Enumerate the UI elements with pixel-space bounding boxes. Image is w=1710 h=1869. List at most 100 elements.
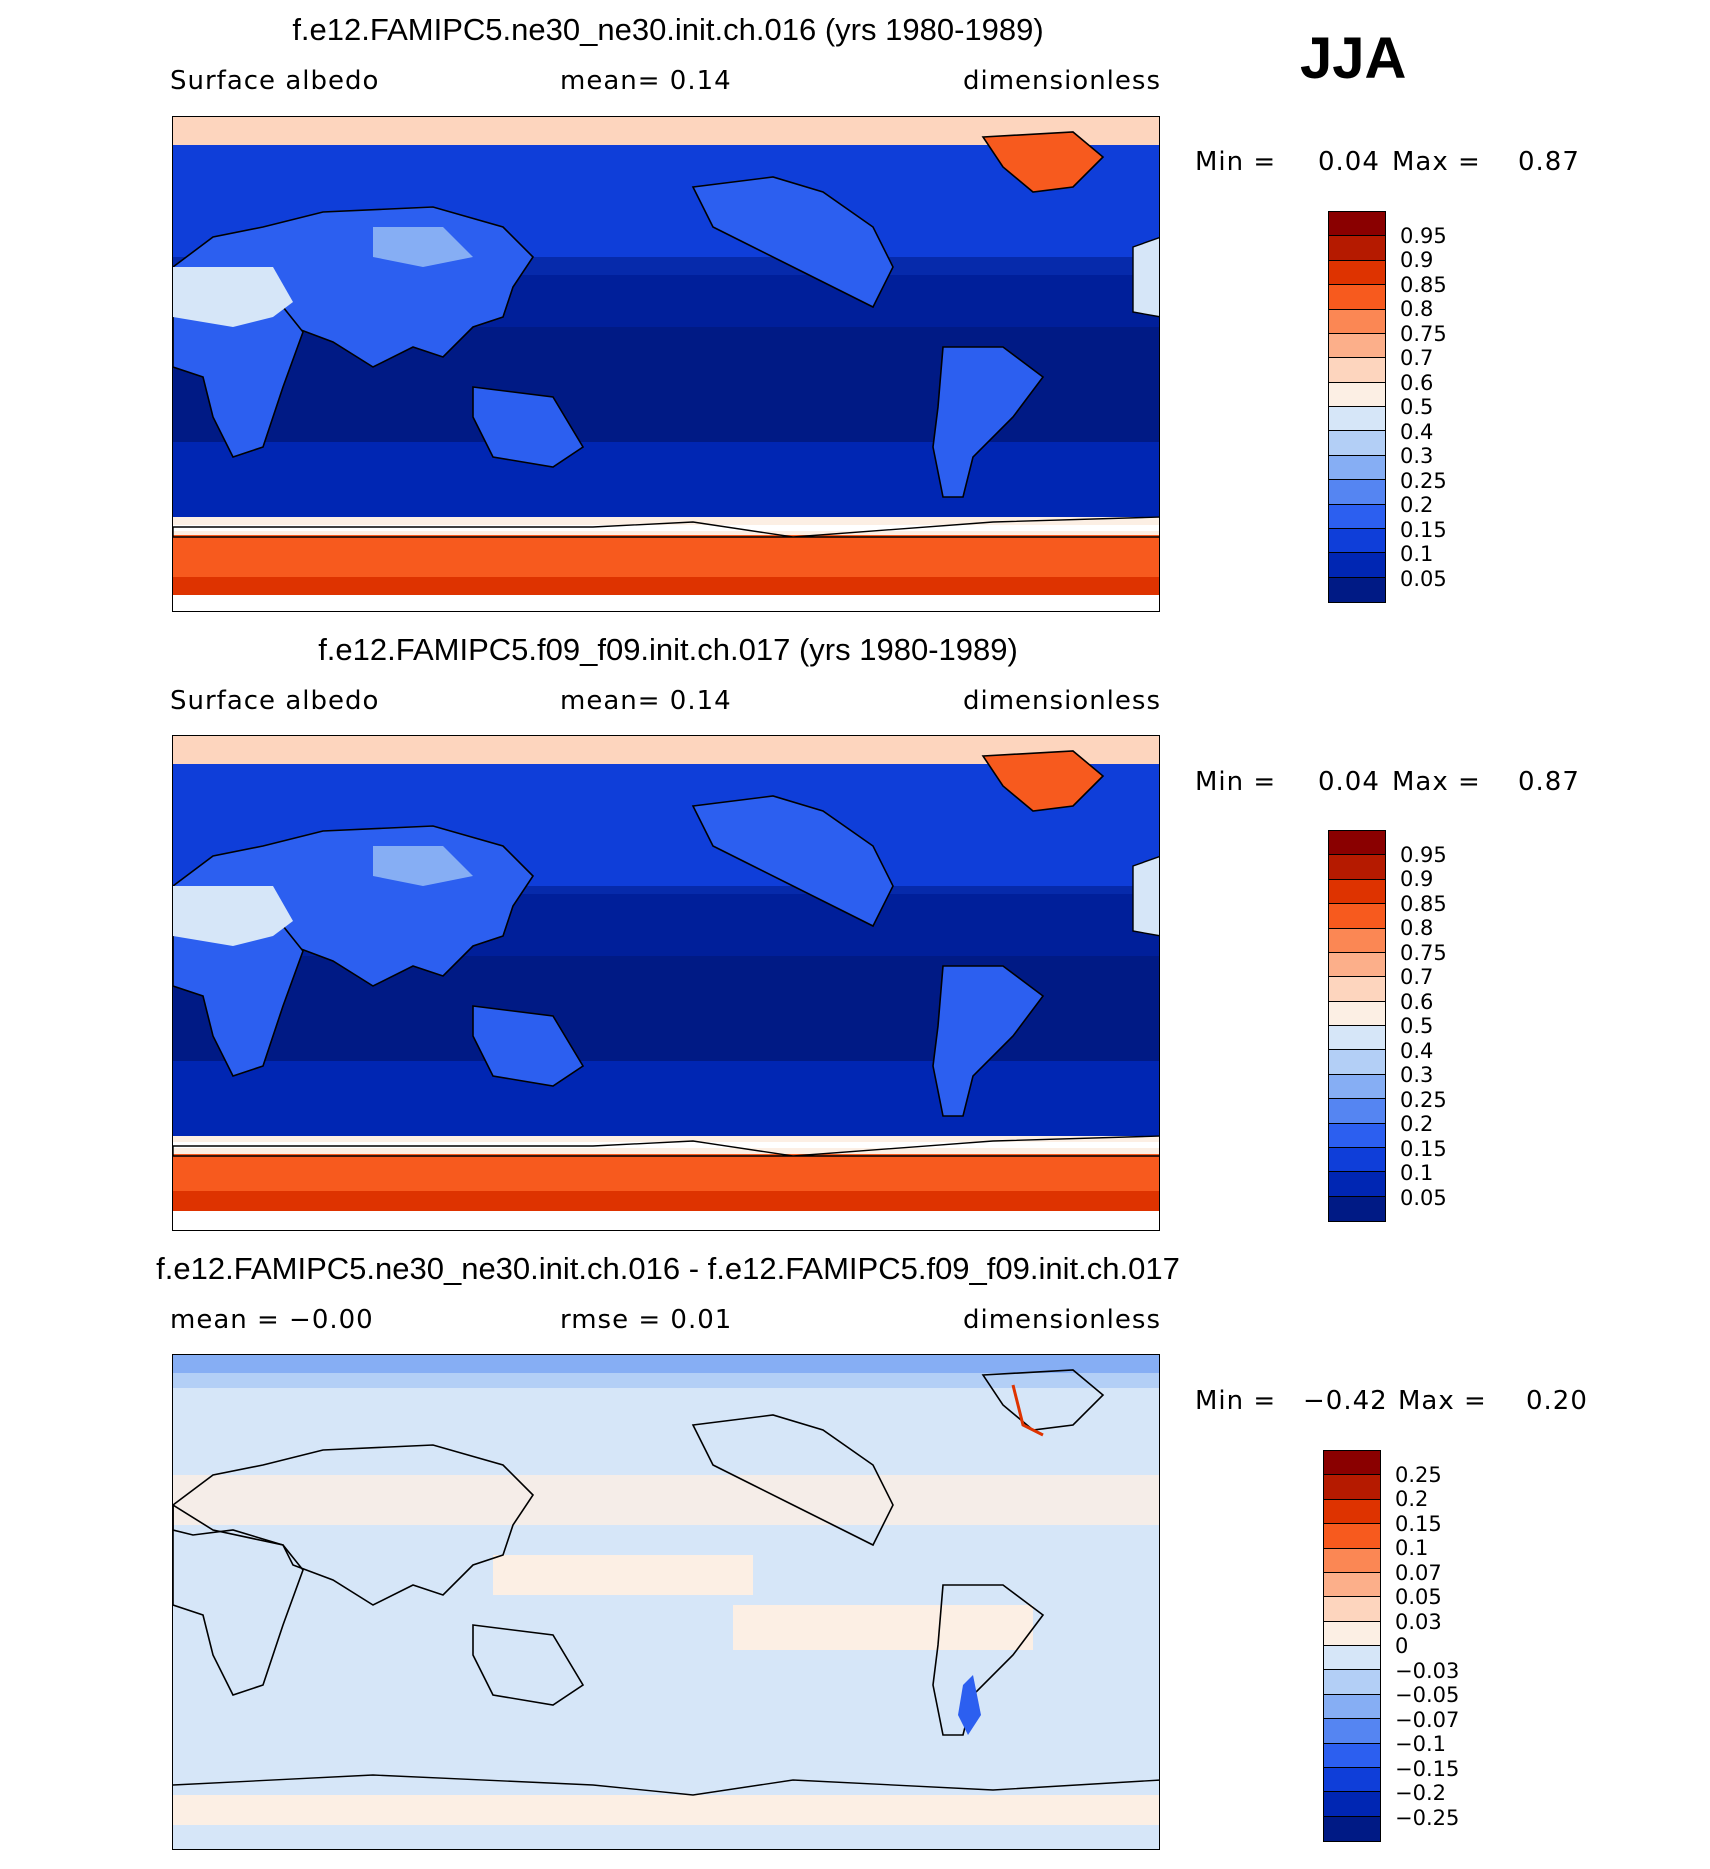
colorbar-tick-label: −0.2 — [1395, 1781, 1446, 1805]
colorbar-segment — [1329, 1196, 1385, 1221]
colorbar-tick-label: 0.1 — [1400, 542, 1434, 566]
colorbar-segment — [1329, 1026, 1385, 1051]
panel-2-variable-label: Surface albedo — [170, 686, 380, 716]
colorbar-tick-label: 0.1 — [1400, 1161, 1434, 1185]
colorbar-segment — [1329, 309, 1385, 334]
colorbar-tick-label: 0.25 — [1395, 1462, 1442, 1487]
panel-2-max-label: Max = — [1392, 767, 1481, 797]
colorbar-segment — [1324, 1670, 1380, 1695]
colorbar-segment — [1329, 577, 1385, 602]
colorbar-segment — [1329, 879, 1385, 905]
colorbar-tick-label: 0 — [1395, 1634, 1409, 1658]
colorbar-tick-label: 0.6 — [1400, 989, 1434, 1014]
colorbar-segment — [1329, 1172, 1385, 1197]
panel-2-title: f.e12.FAMIPC5.f09_f09.init.ch.017 (yrs 1… — [318, 632, 1018, 667]
albedo-map-ne30-graphic — [173, 117, 1159, 611]
albedo-difference-map-graphic — [173, 1355, 1159, 1849]
colorbar-tick-label: −0.25 — [1395, 1805, 1460, 1830]
colorbar-segment — [1329, 977, 1385, 1002]
colorbar-tick-label: −0.15 — [1395, 1756, 1460, 1781]
colorbar-segment — [1329, 1147, 1385, 1173]
panel-2-max-value: 0.87 — [1518, 767, 1580, 797]
colorbar-segment — [1329, 952, 1385, 978]
colorbar-segment — [1329, 1099, 1385, 1124]
colorbar-tick-label: 0.85 — [1400, 891, 1447, 916]
albedo-map-f09 — [172, 735, 1160, 1231]
panel-2-units-label: dimensionless — [963, 686, 1161, 716]
colorbar-tick-label: 0.3 — [1400, 444, 1434, 468]
albedo-difference-map — [172, 1354, 1160, 1850]
colorbar-segment — [1329, 236, 1385, 261]
colorbar-tick-label: 0.7 — [1400, 346, 1434, 370]
panel-3-min-value: −0.42 — [1303, 1386, 1388, 1416]
colorbar-tick-label: 0.95 — [1400, 223, 1447, 248]
colorbar-segment — [1329, 382, 1385, 407]
panel-1-min-value: 0.04 — [1318, 147, 1380, 177]
colorbar-tick-label: 0.85 — [1400, 272, 1447, 297]
colorbar-segment — [1329, 553, 1385, 578]
colorbar-tick-label: 0.3 — [1400, 1063, 1434, 1087]
colorbar-segment — [1324, 1451, 1380, 1476]
colorbar-tick-label: 0.05 — [1395, 1585, 1442, 1609]
colorbar-tick-label: 0.25 — [1400, 1087, 1447, 1112]
panel-3-min-label: Min = — [1195, 1386, 1277, 1416]
panel-1-mean-label: mean= 0.14 — [560, 66, 732, 96]
colorbar-segment — [1324, 1767, 1380, 1793]
colorbar-segment — [1329, 831, 1385, 856]
colorbar-tick-label: 0.8 — [1400, 297, 1434, 321]
colorbar-tick-label: 0.5 — [1400, 395, 1434, 419]
colorbar-tick-label: 0.2 — [1395, 1487, 1429, 1511]
panel-1-colorbar — [1328, 211, 1386, 603]
panel-3-max-value: 0.20 — [1526, 1386, 1588, 1416]
colorbar-tick-label: −0.07 — [1395, 1707, 1460, 1732]
panel-1-variable-label: Surface albedo — [170, 66, 380, 96]
colorbar-segment — [1324, 1475, 1380, 1500]
panel-2-min-value: 0.04 — [1318, 767, 1380, 797]
panel-1-title: f.e12.FAMIPC5.ne30_ne30.init.ch.016 (yrs… — [292, 12, 1044, 47]
colorbar-segment — [1324, 1743, 1380, 1768]
colorbar-segment — [1324, 1499, 1380, 1525]
colorbar-segment — [1329, 1074, 1385, 1100]
colorbar-segment — [1324, 1548, 1380, 1573]
colorbar-segment — [1324, 1719, 1380, 1744]
colorbar-tick-label: 0.2 — [1400, 1112, 1434, 1136]
colorbar-segment — [1329, 358, 1385, 383]
colorbar-segment — [1329, 1123, 1385, 1148]
colorbar-segment — [1324, 1792, 1380, 1817]
panel-2-colorbar — [1328, 830, 1386, 1222]
colorbar-segment — [1329, 928, 1385, 953]
colorbar-tick-label: −0.03 — [1395, 1658, 1460, 1683]
colorbar-segment — [1329, 904, 1385, 929]
colorbar-tick-label: 0.7 — [1400, 965, 1434, 989]
colorbar-tick-label: 0.07 — [1395, 1560, 1442, 1585]
colorbar-tick-label: 0.05 — [1400, 566, 1447, 591]
panel-3-mean-label: mean = −0.00 — [170, 1305, 374, 1335]
colorbar-segment — [1324, 1621, 1380, 1646]
colorbar-tick-label: 0.05 — [1400, 1185, 1447, 1210]
colorbar-segment — [1329, 212, 1385, 237]
colorbar-segment — [1329, 1001, 1385, 1026]
colorbar-segment — [1329, 480, 1385, 505]
colorbar-tick-label: 0.75 — [1400, 940, 1447, 965]
colorbar-tick-label: −0.1 — [1395, 1732, 1446, 1756]
albedo-map-ne30 — [172, 116, 1160, 612]
colorbar-tick-label: 0.2 — [1400, 493, 1434, 517]
colorbar-segment — [1329, 504, 1385, 529]
colorbar-tick-label: 0.9 — [1400, 248, 1434, 272]
colorbar-segment — [1329, 407, 1385, 432]
colorbar-tick-label: 0.25 — [1400, 468, 1447, 493]
colorbar-tick-label: 0.6 — [1400, 370, 1434, 395]
colorbar-segment — [1324, 1524, 1380, 1549]
colorbar-tick-label: 0.03 — [1395, 1609, 1442, 1634]
colorbar-tick-label: 0.4 — [1400, 1038, 1434, 1063]
colorbar-tick-label: 0.15 — [1400, 517, 1447, 542]
colorbar-tick-label: 0.8 — [1400, 916, 1434, 940]
panel-3-title: f.e12.FAMIPC5.ne30_ne30.init.ch.016 - f.… — [156, 1251, 1180, 1286]
panel-3-rmse-label: rmse = 0.01 — [560, 1305, 733, 1335]
colorbar-tick-label: 0.95 — [1400, 842, 1447, 867]
colorbar-tick-label: 0.15 — [1395, 1511, 1442, 1536]
colorbar-segment — [1329, 260, 1385, 286]
colorbar-segment — [1324, 1816, 1380, 1841]
colorbar-tick-label: 0.1 — [1395, 1536, 1429, 1560]
colorbar-tick-label: 0.75 — [1400, 321, 1447, 346]
